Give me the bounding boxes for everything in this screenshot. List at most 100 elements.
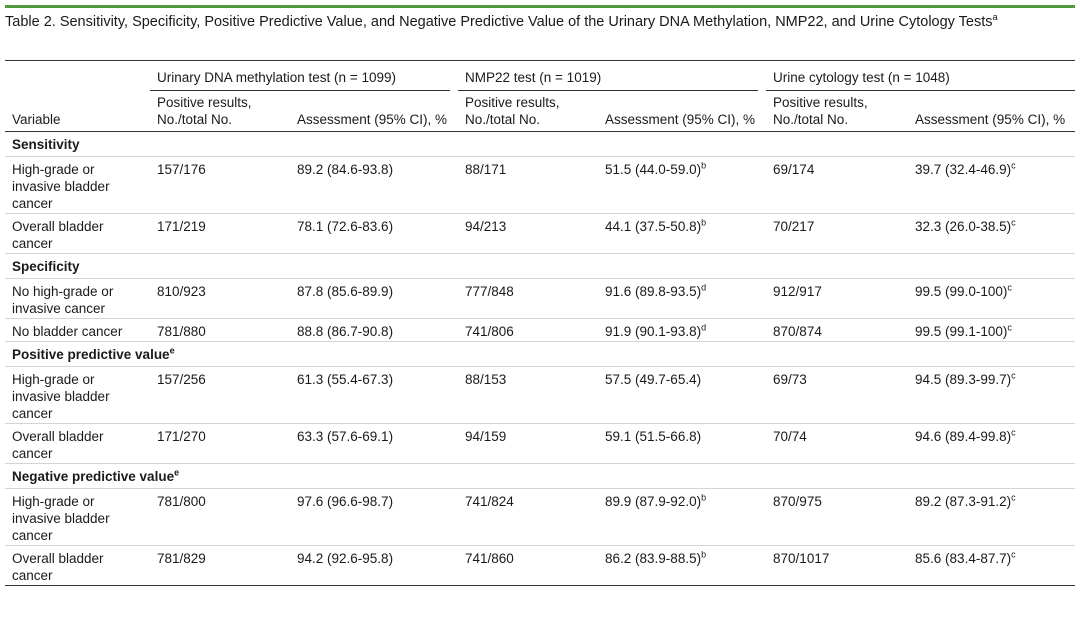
cell-value: 97.6 (96.6-98.7) (297, 494, 394, 509)
cell-value: 99.5 (99.1-100) (915, 324, 1008, 339)
section-label-text: Specificity (12, 258, 80, 274)
row-variable-text: No bladder cancer (12, 324, 123, 339)
cell-value: 870/874 (773, 324, 822, 339)
cell-footnote: c (1007, 282, 1012, 293)
header-group-cytology: Urine cytology test (n = 1048) (766, 64, 1076, 91)
cell-value: 89.2 (84.6-93.8) (297, 162, 394, 177)
cell-value: 91.9 (90.1-93.8) (605, 324, 702, 339)
header-column-row: Variable Positive results, No./total No.… (5, 90, 1076, 132)
header-positive: Positive results, No./total No. (458, 90, 599, 132)
section-label: Specificity (5, 253, 1076, 279)
cell-positive-results: 171/270 (150, 423, 290, 464)
cell-positive-results: 70/74 (766, 423, 909, 464)
cell-positive-results: 88/153 (458, 366, 599, 424)
cell-positive-results: 870/874 (766, 318, 909, 342)
cell-value: 94.5 (89.3-99.7) (915, 372, 1012, 387)
cell-value: 870/1017 (773, 551, 830, 566)
cell-value: 157/256 (157, 372, 206, 387)
cell-assessment: 51.5 (44.0-59.0)b (598, 156, 759, 214)
row-variable-text: High-grade or invasive bladder cancer (12, 494, 110, 543)
cell-positive-results: 741/824 (458, 488, 599, 546)
cell-value: 94/159 (465, 429, 507, 444)
cell-value: 94.6 (89.4-99.8) (915, 429, 1012, 444)
cell-positive-results: 70/217 (766, 213, 909, 254)
cell-positive-results: 870/975 (766, 488, 909, 546)
header-empty (5, 64, 150, 91)
row-variable: No bladder cancer (5, 318, 150, 342)
cell-footnote: d (701, 282, 707, 293)
cell-value: 32.3 (26.0-38.5) (915, 219, 1012, 234)
cell-value: 781/829 (157, 551, 206, 566)
cell-value: 70/74 (773, 429, 807, 444)
table-row: Overall bladder cancer 171/219 78.1 (72.6-… (5, 213, 1076, 254)
cell-footnote: c (1011, 427, 1016, 438)
cell-assessment: 88.8 (86.7-90.8) (290, 318, 451, 342)
row-variable-text: No high-grade or invasive cancer (12, 284, 114, 316)
section-row: Positive predictive valuee (5, 341, 1076, 367)
cell-assessment: 94.2 (92.6-95.8) (290, 545, 451, 586)
header-group-nmp22: NMP22 test (n = 1019) (458, 64, 759, 91)
cell-footnote: c (1007, 322, 1012, 333)
cell-assessment: 39.7 (32.4-46.9)c (908, 156, 1076, 214)
cell-assessment: 87.8 (85.6-89.9) (290, 278, 451, 319)
cell-assessment: 99.5 (99.0-100)c (908, 278, 1076, 319)
row-variable: No high-grade or invasive cancer (5, 278, 150, 319)
section-row: Negative predictive valuee (5, 463, 1076, 489)
cell-value: 88/171 (465, 162, 507, 177)
cell-value: 78.1 (72.6-83.6) (297, 219, 394, 234)
results-table: Urinary DNA methylation test (n = 1099) … (5, 64, 1076, 586)
cell-footnote: b (701, 492, 707, 503)
cell-value: 63.3 (57.6-69.1) (297, 429, 394, 444)
cell-assessment: 78.1 (72.6-83.6) (290, 213, 451, 254)
cell-positive-results: 741/806 (458, 318, 599, 342)
cell-value: 810/923 (157, 284, 206, 299)
cell-assessment: 89.2 (84.6-93.8) (290, 156, 451, 214)
cell-footnote: c (1011, 492, 1016, 503)
cell-positive-results: 912/917 (766, 278, 909, 319)
section-label: Sensitivity (5, 131, 1076, 157)
row-variable: Overall bladder cancer (5, 545, 150, 586)
cell-assessment: 86.2 (83.9-88.5)b (598, 545, 759, 586)
section-label: Positive predictive valuee (5, 341, 1076, 367)
row-variable-text: High-grade or invasive bladder cancer (12, 372, 110, 421)
row-variable: High-grade or invasive bladder cancer (5, 488, 150, 546)
section-row: Specificity (5, 253, 1076, 279)
cell-value: 86.2 (83.9-88.5) (605, 551, 702, 566)
cell-value: 61.3 (55.4-67.3) (297, 372, 394, 387)
top-rule (5, 5, 1075, 8)
cell-assessment: 57.5 (49.7-65.4) (598, 366, 759, 424)
cell-positive-results: 157/176 (150, 156, 290, 214)
row-variable-text: Overall bladder cancer (12, 219, 104, 251)
cell-value: 781/800 (157, 494, 206, 509)
cell-positive-results: 810/923 (150, 278, 290, 319)
section-label-text: Positive predictive value (12, 346, 170, 362)
section-label-text: Sensitivity (12, 136, 80, 152)
cell-value: 94.2 (92.6-95.8) (297, 551, 394, 566)
cell-value: 741/824 (465, 494, 514, 509)
section-footnote: e (169, 345, 175, 355)
cell-value: 39.7 (32.4-46.9) (915, 162, 1012, 177)
cell-value: 89.9 (87.9-92.0) (605, 494, 702, 509)
cell-value: 157/176 (157, 162, 206, 177)
header-group-methylation: Urinary DNA methylation test (n = 1099) (150, 64, 451, 91)
row-variable: High-grade or invasive bladder cancer (5, 156, 150, 214)
cell-value: 51.5 (44.0-59.0) (605, 162, 702, 177)
table-row: High-grade or invasive bladder cancer 157… (5, 156, 1076, 214)
cell-footnote: c (1011, 217, 1016, 228)
cell-assessment: 97.6 (96.6-98.7) (290, 488, 451, 546)
header-assessment: Assessment (95% CI), % (598, 90, 759, 132)
section-label-text: Negative predictive value (12, 468, 175, 484)
header-positive: Positive results, No./total No. (150, 90, 290, 132)
cell-value: 741/860 (465, 551, 514, 566)
row-variable: Overall bladder cancer (5, 423, 150, 464)
cell-value: 88/153 (465, 372, 507, 387)
cell-value: 69/174 (773, 162, 815, 177)
row-variable: High-grade or invasive bladder cancer (5, 366, 150, 424)
row-variable-text: High-grade or invasive bladder cancer (12, 162, 110, 211)
cell-positive-results: 741/860 (458, 545, 599, 586)
cell-value: 57.5 (49.7-65.4) (605, 372, 702, 387)
row-variable: Overall bladder cancer (5, 213, 150, 254)
cell-assessment: 94.5 (89.3-99.7)c (908, 366, 1076, 424)
header-group-row: Urinary DNA methylation test (n = 1099) … (5, 64, 1076, 91)
